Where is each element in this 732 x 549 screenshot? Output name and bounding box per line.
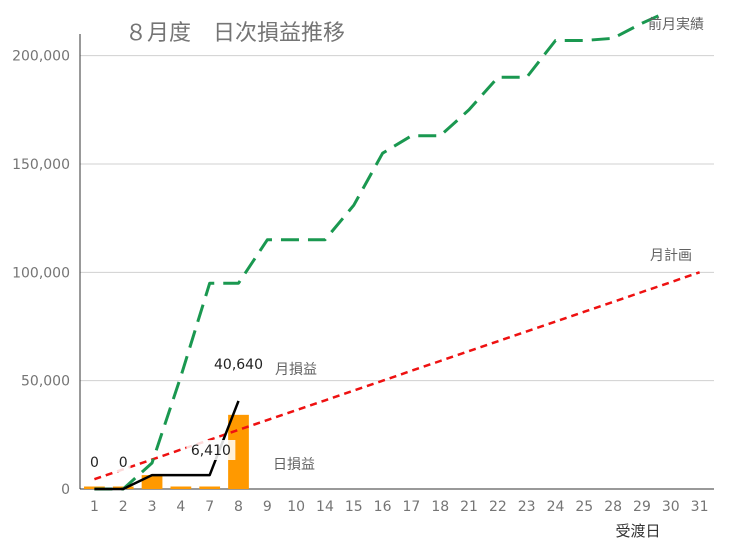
x-tick-label: 14 (316, 499, 334, 515)
x-tick-label: 15 (345, 499, 363, 515)
series-labels: 日損益 月損益 月計画 前月実績 (273, 16, 704, 473)
x-tick-label: 29 (633, 499, 651, 515)
line-series (94, 14, 667, 491)
bar-7 (199, 486, 221, 489)
x-tick-label: 17 (402, 499, 420, 515)
data-label-bg (186, 440, 236, 460)
x-tick-label: 25 (575, 499, 593, 515)
x-tick-label: 23 (518, 499, 536, 515)
x-tick-label: 31 (691, 499, 709, 515)
y-tick-label: 0 (61, 482, 70, 498)
y-tick-label: 50,000 (21, 374, 70, 390)
x-tick-label: 7 (205, 499, 214, 515)
grid (80, 55, 714, 490)
x-tick-label: 22 (489, 499, 507, 515)
series-label: 月損益 (275, 362, 317, 378)
y-tick-label: 200,000 (12, 49, 70, 65)
data-label-bg (115, 452, 131, 472)
bar-8 (228, 414, 249, 489)
bar-4 (170, 486, 192, 489)
x-tick-label: 10 (287, 499, 305, 515)
data-label: 0 (90, 455, 99, 471)
x-tick-label: 2 (119, 499, 128, 515)
chart-title: ８月度 日次損益推移 (125, 21, 345, 46)
line-series (94, 400, 240, 491)
x-tick-label: 18 (431, 499, 449, 515)
x-tick-label: 1 (90, 499, 99, 515)
data-label-bg (209, 353, 268, 374)
series-label: 前月実績 (648, 16, 704, 33)
bar-3 (141, 475, 163, 489)
data-label: 0 (119, 455, 128, 471)
x-tick-label: 24 (547, 499, 565, 515)
x-tick-label: 4 (176, 499, 185, 515)
data-label-bg (87, 452, 102, 472)
data-label: 6,410 (191, 443, 231, 459)
x-tick-label: 30 (662, 499, 680, 515)
x-tick-label: 3 (148, 499, 157, 515)
x-axis-title: 受渡日 (615, 522, 660, 540)
lines (93, 14, 701, 491)
data-label: 40,640 (214, 357, 263, 373)
data-labels: 0 0 6,410 40,640 (87, 353, 268, 472)
y-axis-ticks: 0 50,000 100,000 150,000 200,000 (12, 49, 70, 498)
series-label: 月計画 (650, 248, 692, 264)
y-tick-label: 150,000 (12, 157, 70, 173)
x-tick-label: 8 (234, 499, 243, 515)
x-tick-label: 9 (263, 499, 272, 515)
line-series (93, 271, 701, 481)
x-tick-label: 21 (460, 499, 478, 515)
x-tick-label: 16 (374, 499, 392, 515)
x-axis-ticks: 1 2 3 4 7 8 9 10 14 15 16 17 18 21 22 23 24 25 28 29 30 31 (90, 499, 709, 515)
series-label: 日損益 (273, 457, 315, 473)
y-tick-label: 100,000 (12, 265, 70, 281)
x-tick-label: 28 (604, 499, 622, 515)
